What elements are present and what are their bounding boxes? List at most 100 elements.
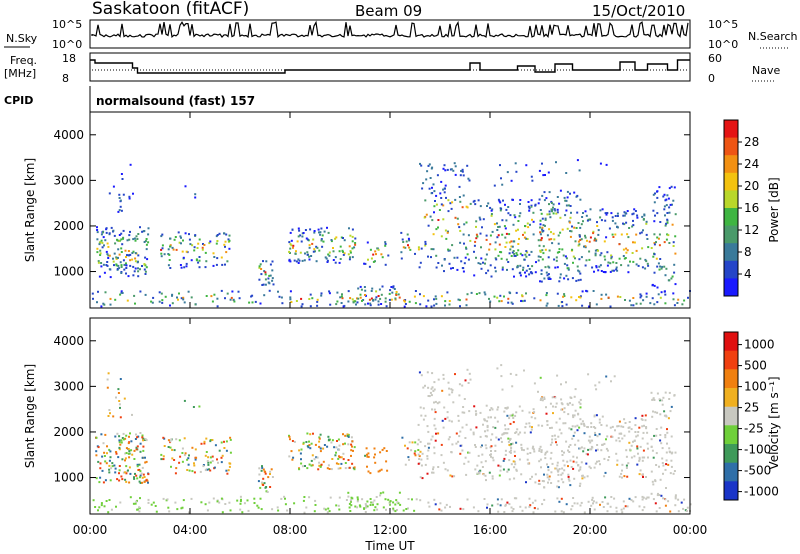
data-cell [281, 302, 284, 305]
data-cell [421, 452, 424, 455]
data-cell [300, 462, 303, 465]
data-cell [232, 298, 235, 301]
data-cell [344, 462, 347, 464]
data-cell [134, 267, 137, 270]
data-cell [216, 240, 219, 242]
data-cell [293, 259, 296, 262]
data-cell [328, 510, 331, 513]
data-cell [289, 298, 292, 301]
data-cell [298, 449, 301, 452]
data-cell [670, 277, 673, 280]
data-cell [662, 464, 665, 467]
cpid-label: CPID [4, 94, 33, 107]
data-cell [107, 372, 110, 375]
data-cell [550, 471, 553, 474]
data-cell [469, 378, 472, 381]
data-cell [103, 505, 106, 508]
data-cell [122, 432, 125, 435]
data-cell [209, 461, 212, 464]
data-cell [439, 192, 442, 195]
data-cell [498, 200, 501, 203]
data-cell [305, 506, 308, 509]
data-cell [427, 224, 430, 227]
data-cell [175, 438, 178, 441]
data-cell [578, 401, 581, 404]
data-cell [677, 498, 680, 501]
data-cell [522, 266, 525, 269]
data-cell [427, 299, 430, 302]
data-cell [556, 374, 559, 377]
data-cell [450, 168, 453, 171]
data-cell [106, 378, 109, 381]
data-cell [659, 221, 662, 223]
data-cell [618, 475, 621, 478]
data-cell [579, 447, 582, 450]
data-cell [511, 510, 514, 513]
data-cell [444, 468, 447, 471]
data-cell [466, 164, 469, 167]
data-cell [461, 170, 464, 173]
data-cell [217, 461, 219, 464]
data-cell [459, 430, 462, 433]
data-cell [657, 262, 660, 265]
data-cell [561, 228, 564, 231]
freq-label: Freq. [10, 54, 37, 67]
data-cell [209, 439, 212, 441]
data-cell [650, 391, 653, 394]
data-cell [448, 393, 451, 396]
data-cell [581, 216, 584, 218]
data-cell [652, 255, 655, 258]
data-cell [309, 433, 312, 436]
data-cell [299, 251, 302, 254]
data-cell [542, 252, 545, 255]
data-cell [623, 214, 626, 217]
data-cell [129, 496, 132, 499]
data-cell [459, 241, 462, 244]
data-cell [581, 420, 584, 423]
data-cell [548, 266, 551, 269]
data-cell [622, 214, 625, 217]
data-cell [264, 273, 267, 276]
data-cell [375, 253, 377, 256]
data-cell [579, 296, 582, 299]
data-cell [385, 508, 387, 511]
data-cell [433, 498, 436, 501]
data-cell [570, 296, 573, 299]
data-cell [136, 445, 139, 448]
data-cell [672, 199, 675, 202]
data-cell [633, 455, 636, 458]
data-cell [140, 472, 143, 475]
data-cell [596, 460, 598, 463]
data-cell [553, 208, 556, 211]
data-cell [480, 267, 483, 270]
data-cell [376, 508, 379, 511]
data-cell [291, 458, 294, 461]
data-cell [604, 258, 607, 261]
data-cell [572, 460, 575, 463]
data-cell [624, 212, 627, 215]
data-cell [510, 449, 512, 452]
data-cell [666, 221, 669, 224]
data-cell [169, 244, 172, 247]
data-cell [660, 426, 663, 429]
data-cell [561, 450, 563, 453]
data-cell [160, 248, 163, 251]
data-cell [300, 305, 303, 308]
colorbar-tick-label: 12 [744, 223, 759, 237]
data-cell [639, 302, 642, 305]
data-cell [459, 229, 462, 232]
data-cell [364, 262, 367, 265]
data-cell [614, 429, 616, 432]
data-cell [663, 241, 666, 244]
data-cell [314, 250, 316, 253]
data-cell [428, 187, 431, 190]
data-cell [99, 462, 102, 465]
data-cell [579, 418, 582, 421]
data-cell [645, 260, 648, 263]
data-cell [426, 371, 429, 374]
data-cell [504, 449, 507, 452]
data-cell [506, 406, 509, 409]
data-cell [611, 233, 614, 236]
data-cell [564, 422, 567, 425]
data-cell [369, 302, 372, 305]
